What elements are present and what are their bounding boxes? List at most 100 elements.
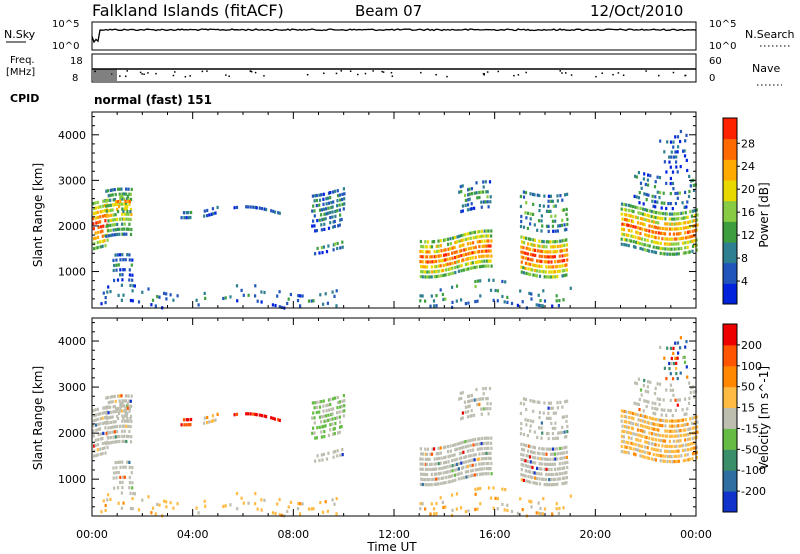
velocity-cell bbox=[460, 446, 463, 450]
y-tick-label: 4000 bbox=[58, 335, 86, 348]
power-cell bbox=[301, 294, 304, 298]
velocity-cell bbox=[563, 415, 566, 419]
velocity-cell bbox=[629, 421, 632, 425]
power-cell bbox=[431, 270, 434, 274]
velocity-cell bbox=[480, 467, 483, 471]
velocity-cell bbox=[627, 431, 630, 435]
power-cell bbox=[629, 204, 632, 208]
velocity-cell bbox=[276, 502, 279, 506]
power-cell bbox=[428, 250, 431, 254]
y-tick-label: 2000 bbox=[58, 220, 86, 233]
y-tick-label: 4000 bbox=[58, 129, 86, 142]
power-cell bbox=[663, 232, 667, 236]
velocity-cell bbox=[563, 466, 566, 470]
velocity-cell bbox=[669, 398, 672, 402]
velocity-cell bbox=[421, 477, 424, 481]
power-cell bbox=[341, 240, 344, 244]
velocity-cell bbox=[647, 390, 650, 394]
velocity-cell bbox=[666, 454, 669, 459]
power-cell bbox=[133, 284, 136, 288]
power-cell bbox=[131, 273, 134, 277]
velocity-cell bbox=[675, 439, 678, 443]
power-cell bbox=[203, 209, 206, 213]
velocity-cell bbox=[483, 457, 486, 461]
velocity-cell bbox=[459, 391, 462, 395]
power-cell bbox=[650, 214, 653, 219]
velocity-cell bbox=[460, 471, 463, 475]
velocity-cell bbox=[121, 434, 124, 438]
power-cell bbox=[654, 210, 658, 215]
power-cell bbox=[558, 259, 561, 263]
velocity-cell bbox=[632, 452, 636, 456]
power-cell bbox=[423, 270, 426, 274]
power-cell bbox=[336, 189, 339, 193]
velocity-cell bbox=[480, 442, 483, 446]
power-cell bbox=[519, 194, 522, 199]
velocity-cell bbox=[564, 461, 567, 465]
power-cell bbox=[547, 265, 550, 269]
nave-dot bbox=[612, 73, 614, 76]
velocity-cell bbox=[247, 412, 250, 416]
power-cell bbox=[438, 259, 441, 263]
velocity-cell bbox=[187, 423, 191, 427]
velocity-cell bbox=[666, 434, 669, 438]
velocity-cell bbox=[675, 361, 678, 365]
power-cell bbox=[485, 254, 488, 258]
colorbar-segment bbox=[723, 491, 737, 513]
power-cell bbox=[479, 190, 482, 194]
power-cell bbox=[646, 178, 649, 182]
power-cell bbox=[683, 149, 686, 153]
colorbar-tick-label: -100 bbox=[741, 464, 766, 477]
nave-dot bbox=[147, 72, 149, 74]
velocity-cell bbox=[542, 452, 545, 456]
velocity-cell bbox=[648, 451, 651, 455]
velocity-cell bbox=[203, 499, 206, 503]
power-cell bbox=[472, 236, 475, 240]
power-cell bbox=[620, 202, 624, 206]
power-cell bbox=[672, 145, 675, 149]
velocity-cell bbox=[307, 507, 311, 511]
power-cell bbox=[535, 274, 538, 278]
power-cell bbox=[660, 201, 663, 205]
velocity-cell bbox=[538, 416, 541, 420]
velocity-cell bbox=[690, 386, 693, 390]
power-cell bbox=[565, 212, 568, 216]
velocity-cell bbox=[668, 361, 671, 366]
power-cell bbox=[487, 259, 490, 263]
power-cell bbox=[647, 183, 650, 187]
velocity-cell bbox=[677, 454, 680, 458]
velocity-cell bbox=[338, 430, 341, 434]
velocity-cell bbox=[663, 439, 667, 443]
velocity-cell bbox=[104, 421, 107, 425]
power-cell bbox=[185, 211, 188, 215]
power-cell bbox=[121, 253, 124, 257]
velocity-cell bbox=[335, 497, 338, 501]
power-cell bbox=[522, 195, 526, 199]
power-cell bbox=[669, 192, 672, 196]
velocity-cell bbox=[322, 404, 325, 408]
power-cell bbox=[549, 255, 552, 259]
power-cell bbox=[625, 213, 628, 217]
power-cell bbox=[646, 248, 649, 252]
power-cell bbox=[433, 265, 436, 269]
velocity-cell bbox=[540, 467, 543, 471]
power-cell bbox=[548, 209, 551, 213]
velocity-cell bbox=[678, 429, 681, 433]
nave-dot bbox=[357, 73, 359, 76]
power-cell bbox=[154, 304, 157, 308]
velocity-cell bbox=[327, 408, 330, 412]
velocity-cell bbox=[487, 441, 490, 445]
power-cell bbox=[673, 252, 676, 256]
velocity-cell bbox=[534, 476, 537, 480]
power-cell bbox=[129, 207, 133, 212]
power-cell bbox=[679, 165, 682, 169]
power-cell bbox=[478, 245, 481, 249]
velocity-cell bbox=[118, 409, 121, 413]
power-cell bbox=[486, 195, 489, 199]
velocity-cell bbox=[648, 456, 651, 460]
velocity-cell bbox=[482, 387, 485, 391]
power-cell bbox=[668, 212, 671, 216]
power-cell bbox=[654, 230, 658, 235]
velocity-cell bbox=[455, 507, 458, 511]
